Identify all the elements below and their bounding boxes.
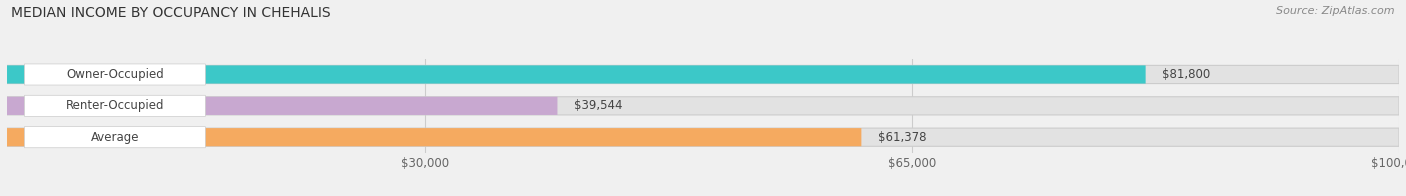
Text: Renter-Occupied: Renter-Occupied	[66, 99, 165, 112]
FancyBboxPatch shape	[24, 127, 205, 148]
Text: MEDIAN INCOME BY OCCUPANCY IN CHEHALIS: MEDIAN INCOME BY OCCUPANCY IN CHEHALIS	[11, 6, 330, 20]
Text: Owner-Occupied: Owner-Occupied	[66, 68, 163, 81]
FancyBboxPatch shape	[7, 65, 1146, 83]
Text: $61,378: $61,378	[879, 131, 927, 144]
FancyBboxPatch shape	[24, 95, 205, 116]
FancyBboxPatch shape	[7, 97, 557, 115]
Text: Source: ZipAtlas.com: Source: ZipAtlas.com	[1277, 6, 1395, 16]
Text: $39,544: $39,544	[574, 99, 623, 112]
FancyBboxPatch shape	[7, 97, 1399, 115]
Text: Average: Average	[90, 131, 139, 144]
FancyBboxPatch shape	[7, 128, 1399, 146]
Text: $81,800: $81,800	[1163, 68, 1211, 81]
FancyBboxPatch shape	[7, 65, 1399, 83]
FancyBboxPatch shape	[24, 64, 205, 85]
FancyBboxPatch shape	[7, 128, 862, 146]
